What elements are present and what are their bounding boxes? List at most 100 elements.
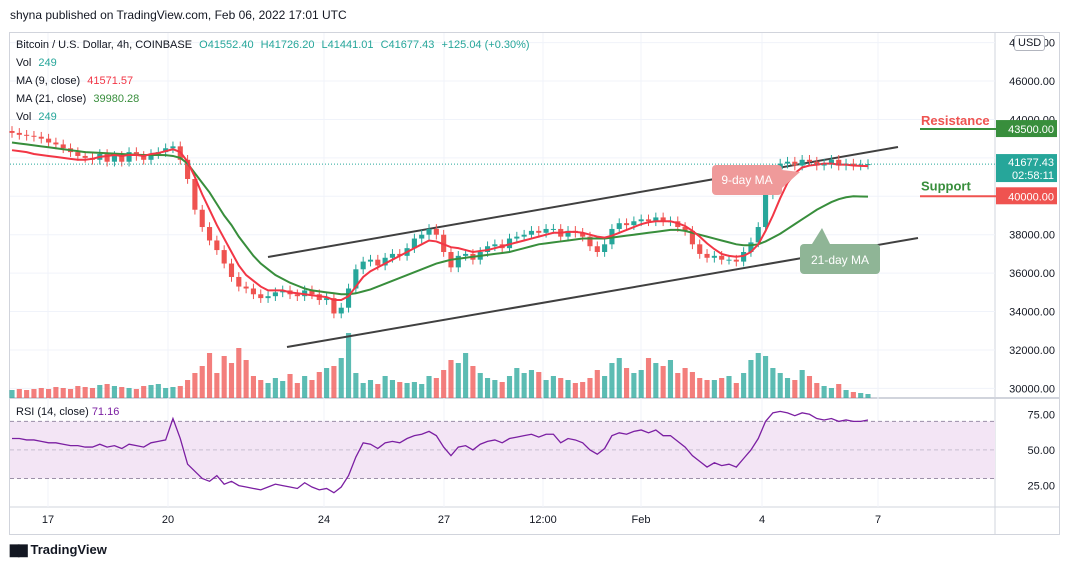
ma21-callout-text: 21-day MA <box>811 253 869 267</box>
volume-bar <box>141 386 147 398</box>
candle-body <box>550 228 556 230</box>
candle-body <box>580 232 586 237</box>
volume-bar <box>594 370 600 398</box>
candle-body <box>828 159 834 164</box>
legend-vol2-label: Vol <box>16 111 32 123</box>
candle-body <box>38 136 44 139</box>
candle-body <box>243 286 249 289</box>
legend-close: C41677.43 <box>380 39 435 51</box>
volume-bar <box>448 360 454 398</box>
volume-bar <box>653 363 659 398</box>
chart-frame <box>9 32 1060 535</box>
time-tick-label: 12:00 <box>529 514 557 526</box>
volume-bar <box>133 389 139 398</box>
legend-low: L41441.01 <box>321 39 374 51</box>
volume-bar <box>419 384 425 398</box>
volume-bar <box>163 388 169 398</box>
volume-bar <box>338 358 344 398</box>
time-tick-label: 27 <box>438 514 450 526</box>
candle-body <box>53 142 59 145</box>
volume-bar <box>46 389 52 398</box>
volume-bar <box>404 383 410 398</box>
volume-bar <box>711 380 717 398</box>
rsi-line <box>12 410 869 494</box>
candle-body <box>411 238 417 249</box>
volume-bar <box>345 333 352 398</box>
candle-body <box>199 209 205 228</box>
candle-body <box>250 288 256 295</box>
volume-bar <box>243 360 249 398</box>
candle-body <box>653 217 659 222</box>
volume-bar <box>858 393 864 398</box>
volume-bar <box>572 383 578 398</box>
volume-bar <box>748 360 754 398</box>
volume-bar <box>536 372 542 398</box>
volume-bar <box>755 353 761 398</box>
rsi-tick-label: 75.00 <box>1027 409 1055 421</box>
volume-bar <box>97 385 103 398</box>
price-tick-label: 36000.00 <box>1009 268 1055 280</box>
legend-ma9-value: 41571.57 <box>87 75 134 87</box>
candle-body <box>631 221 637 226</box>
candle-body <box>214 240 220 251</box>
rsi-label: RSI (14, close) <box>16 406 89 418</box>
volume-bar <box>777 373 783 398</box>
candle-body <box>426 228 432 235</box>
candle-body <box>624 223 630 226</box>
volume-bar <box>331 366 337 398</box>
legend-ma9-label: MA (9, close) <box>16 75 81 87</box>
currency-button[interactable]: USD <box>1014 35 1046 51</box>
volume-bar <box>675 373 681 398</box>
volume-bar <box>192 373 198 398</box>
volume-bar <box>784 378 791 398</box>
candle-body <box>375 259 381 266</box>
volume-bar <box>697 378 703 398</box>
volume-bar <box>258 380 264 398</box>
volume-bar <box>828 388 834 398</box>
volume-bar <box>9 390 15 398</box>
volume-bar <box>353 373 359 398</box>
volume-bar <box>126 388 132 398</box>
candle-body <box>763 194 769 228</box>
volume-bar <box>814 383 820 398</box>
volume-bar <box>426 376 432 398</box>
volume-bar <box>492 380 498 398</box>
volume-bar <box>470 366 476 398</box>
volume-bar <box>397 382 403 398</box>
candle-body <box>521 234 527 237</box>
candle-body <box>419 234 425 239</box>
price-tick-label: 30000.00 <box>1009 383 1055 395</box>
price-tick-label: 38000.00 <box>1009 230 1055 242</box>
candle-body <box>331 298 337 314</box>
price-tick-label: 46000.00 <box>1009 76 1055 88</box>
volume-bar <box>770 368 776 398</box>
volume-bar <box>111 386 117 398</box>
volume-bar <box>792 380 798 398</box>
volume-bar <box>148 385 154 398</box>
tradingview-footer[interactable]: ▇▇ TradingView <box>10 542 107 557</box>
volume-bar <box>550 376 556 398</box>
candle-body <box>784 161 791 164</box>
legend-ma21-value: 39980.28 <box>93 93 140 105</box>
volume-bar <box>236 348 242 398</box>
volume-bar <box>31 389 37 398</box>
ma9-callout-box <box>712 165 782 195</box>
last-price-badge <box>996 154 1057 183</box>
candle-body <box>338 307 344 314</box>
volume-bar <box>221 356 227 398</box>
volume-bar <box>484 378 491 398</box>
candle-body <box>433 228 439 235</box>
volume-bar <box>302 376 308 398</box>
volume-bar <box>689 372 695 398</box>
legend-vol2-value: 249 <box>38 111 57 123</box>
legend-symbol: Bitcoin / U.S. Dollar, 4h, COINBASE <box>16 39 193 51</box>
price-tick-label: 32000.00 <box>1009 345 1055 357</box>
volume-bar <box>624 368 630 398</box>
candle-body <box>111 155 117 162</box>
volume-bar <box>645 358 652 398</box>
candle-body <box>799 159 805 166</box>
volume-bar <box>477 373 483 398</box>
volume-bar <box>638 370 644 398</box>
time-tick-label: Feb <box>632 514 651 526</box>
